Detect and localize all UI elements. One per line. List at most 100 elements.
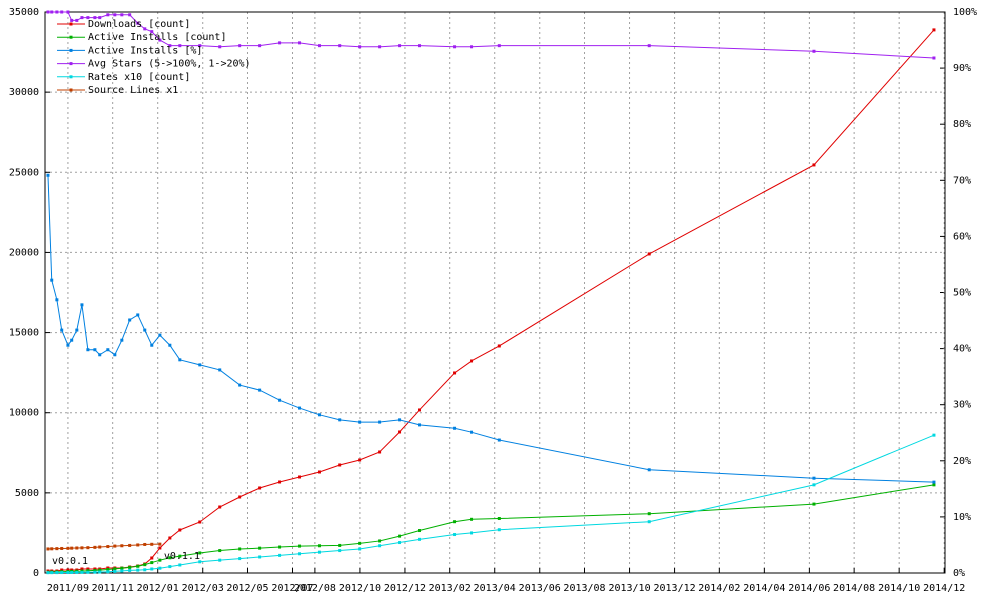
data-point	[418, 44, 422, 48]
legend-label: Active Installs [%]	[88, 45, 202, 56]
data-point	[75, 18, 79, 22]
data-point	[120, 13, 124, 17]
data-point	[317, 44, 321, 48]
data-point	[418, 423, 422, 427]
data-point	[75, 570, 79, 574]
data-point	[338, 543, 342, 547]
data-point	[55, 10, 59, 14]
data-point	[378, 420, 382, 424]
data-point	[317, 470, 321, 474]
data-point	[106, 13, 110, 17]
data-point	[647, 44, 651, 48]
data-point	[218, 558, 222, 562]
data-point	[46, 173, 50, 177]
x-tick-label: 2013/12	[653, 583, 695, 594]
data-point	[497, 44, 501, 48]
x-tick-label: 2014/12	[923, 583, 965, 594]
data-point	[50, 278, 54, 282]
y2-tick-label: 60%	[953, 231, 971, 242]
x-tick-label: 2012/01	[137, 583, 179, 594]
legend-label: Rates x10 [count]	[88, 72, 190, 83]
legend-marker	[69, 22, 73, 26]
x-tick-label: 2013/10	[608, 583, 650, 594]
x-tick-label: 2012/03	[182, 583, 224, 594]
data-point	[198, 44, 202, 48]
plot-border	[44, 11, 946, 574]
data-point	[398, 44, 402, 48]
data-point	[198, 560, 202, 564]
data-point	[398, 541, 402, 545]
data-point	[158, 38, 162, 42]
data-point	[98, 16, 102, 20]
data-point	[453, 520, 457, 524]
data-point	[398, 430, 402, 434]
data-point	[106, 545, 110, 549]
data-point	[158, 333, 162, 337]
y-tick-label: 35000	[9, 7, 39, 18]
data-point	[86, 348, 90, 352]
data-point	[136, 543, 140, 547]
data-point	[168, 343, 172, 347]
data-point	[298, 406, 302, 410]
x-tick-label: 2014/06	[788, 583, 830, 594]
data-point	[50, 547, 54, 551]
data-point	[218, 505, 222, 509]
data-point	[70, 570, 74, 574]
data-point	[298, 41, 302, 45]
annotation: v0.1.1	[164, 551, 200, 562]
data-point	[70, 18, 74, 22]
data-point	[120, 569, 124, 573]
data-point	[317, 413, 321, 417]
data-point	[113, 544, 117, 548]
data-point	[150, 343, 154, 347]
data-point	[378, 539, 382, 543]
data-point	[470, 359, 474, 363]
data-point	[66, 343, 70, 347]
data-point	[60, 10, 64, 14]
y2-tick-label: 20%	[953, 456, 971, 467]
legend-label: Active Installs [count]	[88, 32, 226, 43]
data-point	[93, 16, 97, 20]
data-point	[150, 567, 154, 571]
x-tick-label: 2012/07	[271, 583, 313, 594]
data-point	[278, 480, 282, 484]
data-point	[278, 41, 282, 45]
data-point	[398, 534, 402, 538]
x-tick-label: 2012/10	[339, 583, 381, 594]
data-point	[98, 545, 102, 549]
data-point	[150, 30, 154, 34]
data-point	[120, 544, 124, 548]
data-point	[218, 549, 222, 553]
data-point	[98, 570, 102, 574]
data-point	[317, 544, 321, 548]
data-point	[470, 517, 474, 521]
data-point	[238, 495, 242, 499]
data-point	[70, 338, 74, 342]
data-point	[470, 531, 474, 535]
data-point	[136, 21, 140, 25]
data-point	[80, 16, 84, 20]
data-point	[168, 44, 172, 48]
data-point	[298, 475, 302, 479]
data-point	[647, 252, 651, 256]
data-point	[158, 546, 162, 550]
data-point	[113, 13, 117, 17]
data-point	[647, 520, 651, 524]
data-point	[198, 520, 202, 524]
data-point	[338, 463, 342, 467]
data-point	[168, 556, 172, 560]
data-point	[932, 433, 936, 437]
data-point	[470, 430, 474, 434]
data-point	[120, 338, 124, 342]
data-point	[178, 554, 182, 558]
data-point	[98, 568, 102, 572]
data-point	[258, 555, 262, 559]
data-point	[66, 568, 70, 572]
data-point	[46, 10, 50, 14]
data-point	[358, 420, 362, 424]
data-point	[497, 528, 501, 532]
data-point	[86, 16, 90, 20]
y-tick-label: 10000	[9, 408, 39, 419]
data-point	[80, 570, 84, 574]
